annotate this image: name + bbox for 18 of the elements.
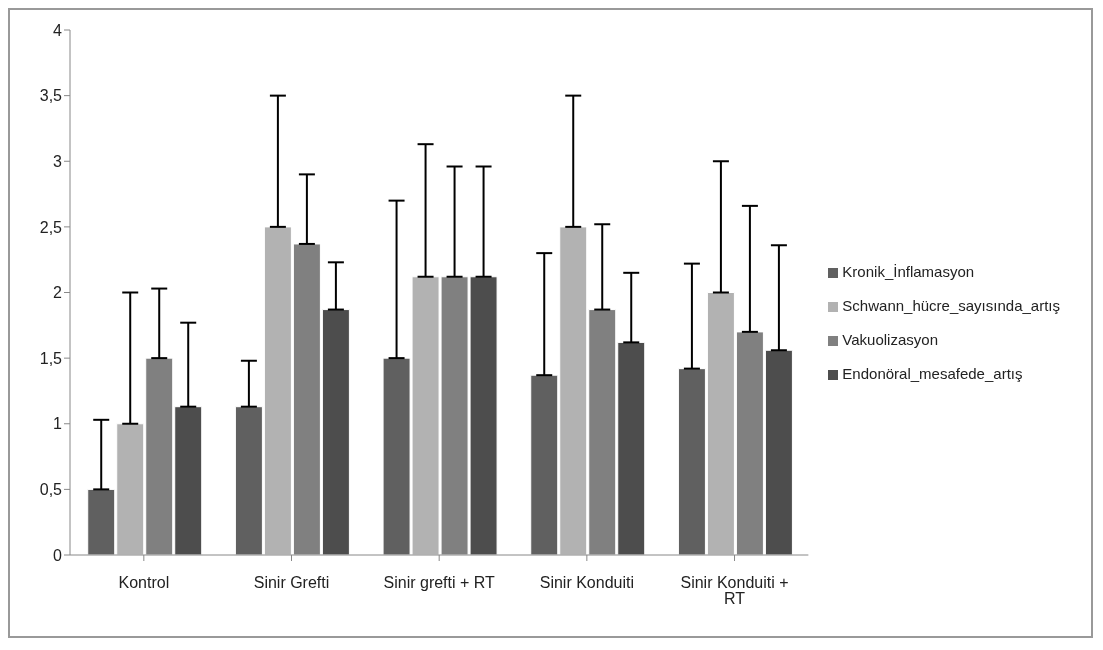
legend-label: Schwann_hücre_sayısında_artış <box>842 296 1060 314</box>
x-tick-label: Sinir grefti + RT <box>383 574 496 592</box>
legend-label: Endonöral_mesafede_artış <box>842 364 1023 382</box>
y-tick-label: 1,5 <box>39 349 63 367</box>
y-tick-label: 2,5 <box>39 218 63 236</box>
x-tick-label: Sinir Konduiti + RT <box>680 574 789 608</box>
y-tick-label: 3,5 <box>39 87 63 105</box>
y-tick-label: 3 <box>53 152 63 170</box>
y-tick-label: 0 <box>53 546 63 564</box>
x-tick-label: Sinir Konduiti <box>539 574 634 592</box>
y-tick-label: 1 <box>53 415 63 433</box>
y-tick-label: 4 <box>53 21 63 39</box>
y-tick-label: 0,5 <box>39 481 63 499</box>
legend-label: Kronik_İnflamasyon <box>842 262 975 280</box>
legend-label: Vakuolizasyon <box>842 330 938 348</box>
x-tick-label: Sinir Grefti <box>253 574 330 592</box>
y-tick-label: 2 <box>53 284 63 302</box>
x-tick-label: Kontrol <box>118 574 170 592</box>
